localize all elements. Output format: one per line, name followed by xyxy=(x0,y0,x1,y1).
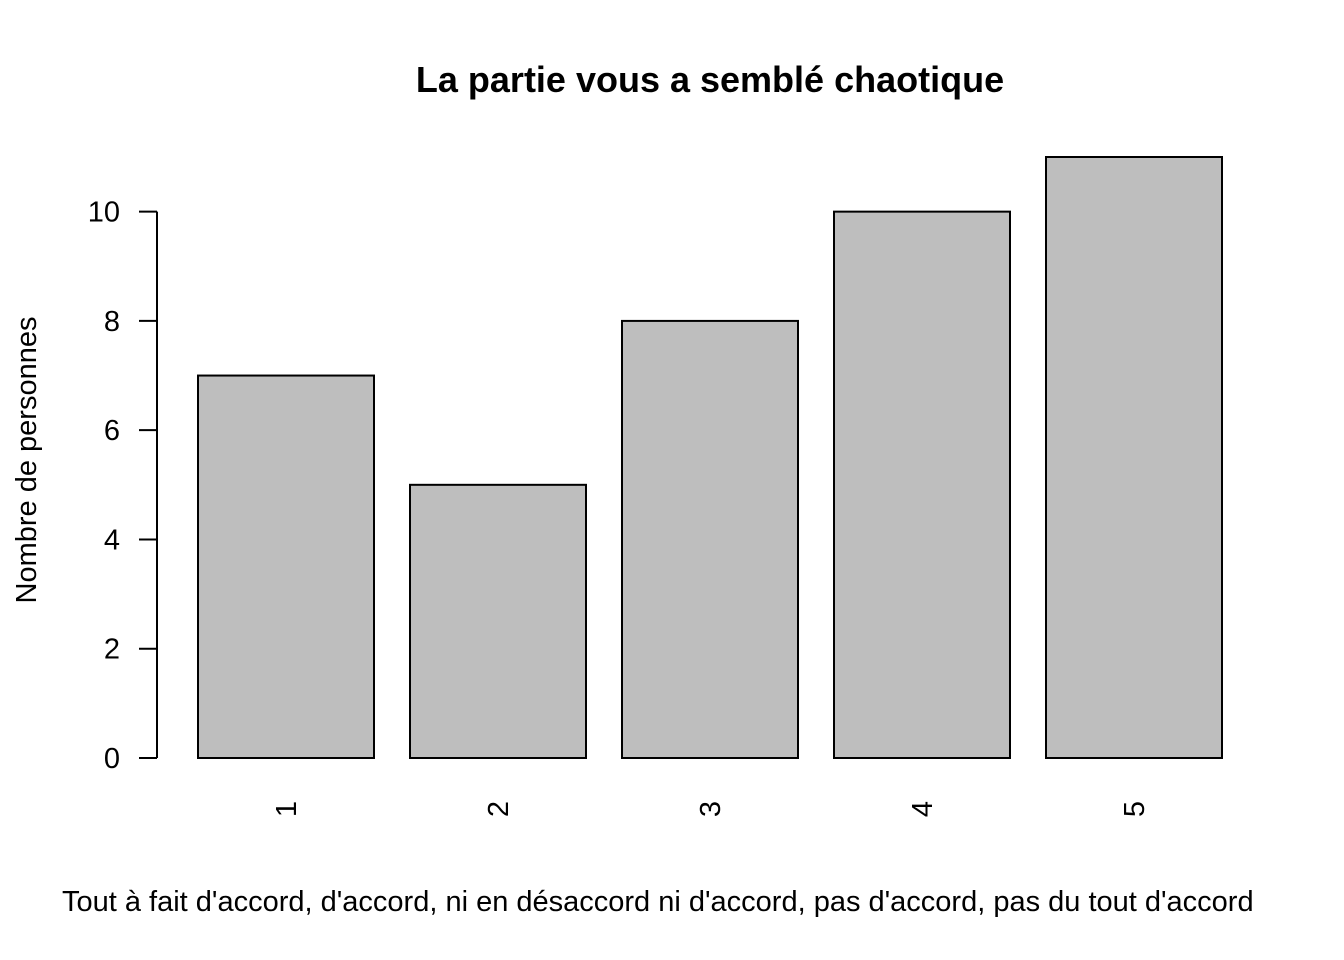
x-axis-label: Tout à fait d'accord, d'accord, ni en dé… xyxy=(62,886,1254,918)
chart-title: La partie vous a semblé chaotique xyxy=(416,59,1004,100)
bar-2 xyxy=(409,483,587,759)
bars-group xyxy=(197,156,1223,760)
x-tick-label-4: 4 xyxy=(907,801,939,817)
x-tick-label-3: 3 xyxy=(695,801,727,817)
x-tick-label-2: 2 xyxy=(483,801,515,817)
bar-4 xyxy=(833,210,1011,760)
y-tick-label-6: 6 xyxy=(104,415,120,447)
x-tick-labels: 1 2 3 4 5 xyxy=(271,801,1151,817)
y-tick-label-0: 0 xyxy=(104,743,120,775)
y-tick-label-4: 4 xyxy=(104,524,120,556)
y-axis-label: Nombre de personnes xyxy=(11,317,43,604)
bar-3 xyxy=(621,319,799,759)
y-tick-label-10: 10 xyxy=(88,197,120,229)
x-tick-label-5: 5 xyxy=(1119,801,1151,817)
y-tick-label-8: 8 xyxy=(104,306,120,338)
y-axis: 0 2 4 6 8 10 xyxy=(88,197,158,775)
bar-5 xyxy=(1045,156,1223,759)
x-tick-label-1: 1 xyxy=(271,801,303,817)
bar-1 xyxy=(197,374,375,759)
y-tick-label-2: 2 xyxy=(104,634,120,666)
